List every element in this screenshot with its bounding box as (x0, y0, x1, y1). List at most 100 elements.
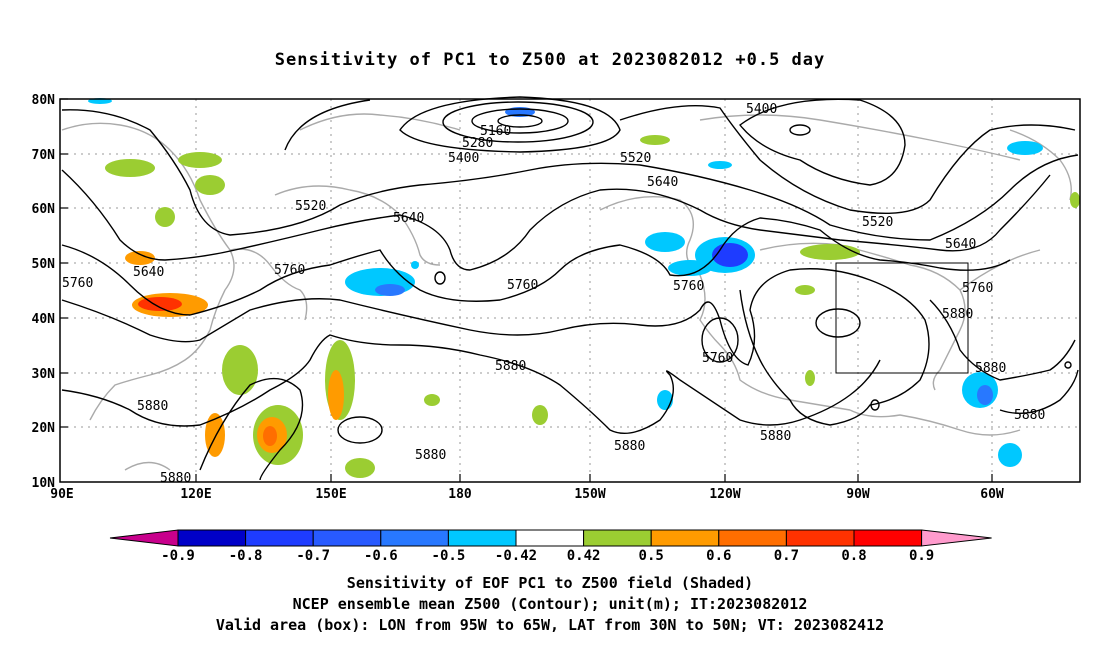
contour-label: 5520 (862, 215, 893, 230)
colorbar-segment (515, 529, 585, 547)
contour-label: 5640 (133, 265, 164, 280)
colorbar-segment (650, 529, 720, 547)
colorbar-segment (177, 529, 247, 547)
shade-patch (155, 207, 175, 227)
lat-label: 30N (32, 367, 56, 382)
lon-label: 60W (980, 487, 1004, 502)
lon-label: 150W (574, 487, 605, 502)
shade-patch (125, 251, 155, 265)
lon-label: 120E (180, 487, 211, 502)
shade-patch (998, 443, 1022, 467)
lat-label: 20N (32, 421, 56, 436)
caption-line-1: Sensitivity of EOF PC1 to Z500 field (Sh… (346, 574, 754, 592)
shade-patch (800, 244, 860, 260)
contour-label: 5640 (393, 211, 424, 226)
contour-label: 5880 (760, 429, 791, 444)
colorbar-tick-label: -0.5 (432, 548, 466, 564)
shade-patch (105, 159, 155, 177)
contour-label: 5880 (942, 307, 973, 322)
lat-label: 50N (32, 257, 56, 272)
shade-patch (708, 161, 732, 169)
colorbar-tick-label: 0.8 (841, 548, 866, 564)
shade-patch (345, 458, 375, 478)
lon-label: 120W (709, 487, 740, 502)
contour-label: 5880 (614, 439, 645, 454)
plot-frame (60, 99, 1080, 482)
lon-label: 90W (846, 487, 870, 502)
colorbar-segment (245, 529, 314, 547)
colorbar-under-triangle (109, 529, 179, 547)
shade-patch (532, 405, 548, 425)
sensitivity-shading (88, 98, 1080, 478)
contour-label: 5880 (137, 399, 168, 414)
contour-label: 5640 (945, 237, 976, 252)
shade-patch (375, 284, 405, 296)
shade-patch (138, 297, 182, 311)
caption: Sensitivity of EOF PC1 to Z500 field (Sh… (0, 573, 1100, 636)
colorbar-segment (718, 529, 787, 547)
colorbar-tick-label: 0.9 (909, 548, 934, 564)
contour-label: 5880 (975, 361, 1006, 376)
contour-label: 5760 (62, 276, 93, 291)
colorbar-tick-label: 0.7 (774, 548, 799, 564)
shade-patch (263, 426, 277, 446)
contour-label: 5520 (620, 151, 651, 166)
contour-label: 5280 (462, 136, 493, 151)
colorbar-tick-label: -0.42 (495, 548, 537, 564)
lat-label: 10N (32, 476, 56, 491)
contour-label: 5760 (673, 279, 704, 294)
contour-label: 5160 (480, 124, 511, 139)
colorbar-tick-label: 0.42 (567, 548, 601, 564)
valid-area-box (835, 262, 969, 374)
colorbar-segment (380, 529, 449, 547)
contour-label: 5760 (507, 278, 538, 293)
shade-patch (795, 285, 815, 295)
shade-patch (668, 260, 712, 276)
lat-label: 60N (32, 202, 56, 217)
colorbar-tick-label: -0.8 (229, 548, 263, 564)
contour-label: 5880 (1014, 408, 1045, 423)
contour-label: 5880 (415, 448, 446, 463)
colorbar-tick-label: 0.6 (706, 548, 731, 564)
lon-label: 150E (315, 487, 346, 502)
contour-label: 5760 (962, 281, 993, 296)
lon-label: 180 (448, 487, 472, 502)
tick-marks (60, 98, 993, 482)
plot-border (59, 98, 1081, 483)
contour-label: 5760 (702, 351, 733, 366)
shade-patch (640, 135, 670, 145)
lon-label: 90E (50, 487, 73, 502)
colorbar-segment (785, 529, 855, 547)
contour-label: 5880 (160, 471, 191, 486)
colorbar-tick-label: 0.5 (639, 548, 664, 564)
lat-label: 80N (32, 93, 56, 108)
shade-patch (424, 394, 440, 406)
caption-line-3: Valid area (box): LON from 95W to 65W, L… (215, 616, 885, 634)
contour-label: 5640 (647, 175, 678, 190)
contour-label: 5880 (495, 359, 526, 374)
shade-patch (1007, 141, 1043, 155)
colorbar-segment (583, 529, 652, 547)
colorbar-tick-label: -0.7 (296, 548, 330, 564)
colorbar-segment (447, 529, 517, 547)
colorbar (109, 529, 992, 547)
shade-patch (222, 345, 258, 395)
colorbar-tick-label: -0.6 (364, 548, 398, 564)
shade-patch (195, 175, 225, 195)
shade-patch (657, 390, 673, 410)
colorbar-labels: -0.9 -0.8 -0.7 -0.6 -0.5 -0.42 0.42 0.5 0.6 0.7 0.… (161, 548, 934, 564)
shade-patch (805, 370, 815, 386)
contour-label: 5520 (295, 199, 326, 214)
colorbar-segment (853, 529, 923, 547)
lon-axis-labels: 90E 120E 150E 180 150W 120W 90W 60W (50, 487, 1004, 502)
contour-labels: 5160 5280 5400 5400 5520 5520 5520 5640 … (62, 102, 1045, 486)
lat-axis-labels: 80N 70N 60N 50N 40N 30N 20N 10N (32, 93, 56, 491)
lat-label: 70N (32, 148, 56, 163)
colorbar-over-triangle (921, 529, 992, 547)
shade-patch (178, 152, 222, 168)
shade-patch (411, 261, 419, 269)
shade-patch (1070, 192, 1080, 208)
shade-patch (712, 243, 748, 267)
contour-label: 5400 (746, 102, 777, 117)
